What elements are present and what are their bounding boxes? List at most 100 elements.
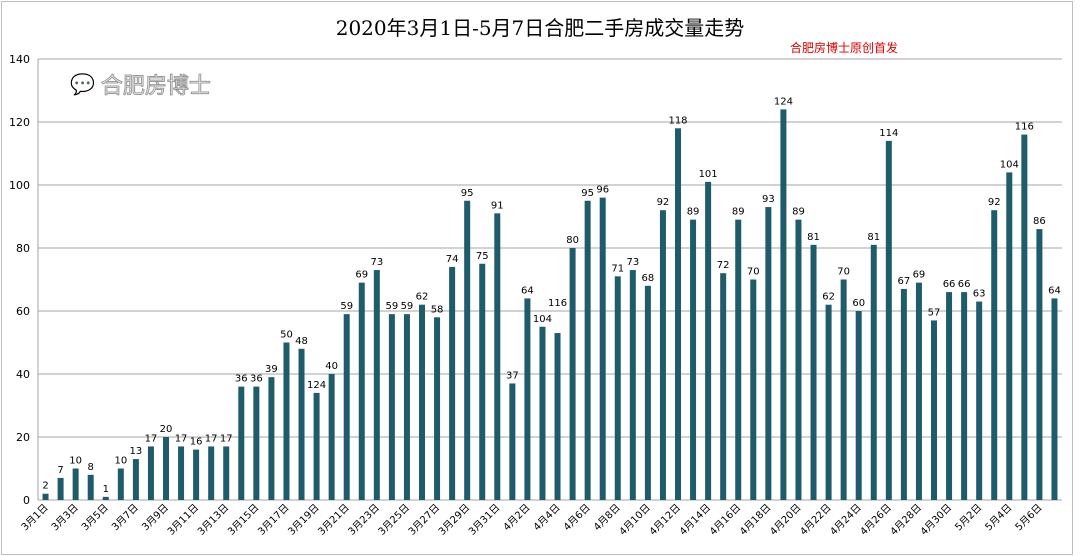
data-label: 64 [521, 285, 534, 296]
data-label: 92 [988, 197, 1001, 208]
data-label: 2 [42, 481, 48, 492]
chart-title: 2020年3月1日-5月7日合肥二手房成交量走势 [335, 16, 745, 40]
bar [524, 298, 531, 500]
bar [539, 326, 546, 500]
data-label: 62 [822, 292, 835, 303]
bar [584, 200, 591, 500]
data-label: 57 [928, 307, 941, 318]
x-tick-label: 4月16日 [707, 502, 743, 538]
bar [690, 219, 697, 500]
bar [675, 128, 681, 501]
x-tick-label: 4月18日 [737, 502, 773, 538]
bar [132, 459, 139, 500]
bar [117, 468, 124, 500]
y-tick-label: 40 [16, 368, 30, 381]
data-label: 50 [280, 330, 293, 341]
data-label: 72 [717, 260, 730, 271]
data-label: 17 [175, 433, 188, 444]
x-tick-label: 3月11日 [165, 502, 201, 538]
data-label: 20 [160, 424, 173, 435]
y-tick-label: 140 [9, 53, 30, 66]
bar [388, 314, 395, 500]
bar [991, 210, 998, 500]
watermark-text: 合肥房博士 [100, 74, 211, 100]
data-label: 10 [114, 456, 127, 467]
data-label: 104 [1000, 159, 1019, 170]
data-label: 39 [265, 364, 278, 375]
bar [961, 292, 968, 500]
bar [358, 282, 365, 500]
bar [449, 266, 456, 500]
bar [87, 474, 94, 500]
data-label: 59 [340, 301, 353, 312]
bar [178, 446, 185, 500]
bar [900, 288, 907, 500]
x-tick-label: 3月5日 [79, 502, 111, 534]
x-tick-label: 3月27日 [406, 502, 442, 538]
x-tick-label: 4月30日 [918, 502, 954, 538]
bar [298, 348, 305, 500]
bar [208, 446, 215, 500]
data-label: 124 [774, 96, 793, 107]
data-label: 81 [807, 232, 820, 243]
bar [599, 197, 606, 500]
data-label: 95 [461, 188, 474, 199]
y-tick-label: 60 [16, 305, 30, 318]
bar [765, 207, 772, 501]
data-label: 62 [416, 292, 429, 303]
bar [780, 109, 787, 501]
bar [102, 496, 109, 500]
data-label: 64 [1048, 285, 1061, 296]
data-label: 7 [57, 465, 63, 476]
bar [569, 248, 576, 500]
bar [163, 437, 169, 500]
bar [223, 446, 230, 500]
data-label: 1 [103, 484, 109, 495]
data-label: 66 [958, 279, 971, 290]
bar [644, 285, 651, 500]
data-label: 114 [879, 128, 898, 139]
data-label: 75 [476, 251, 489, 262]
data-label: 73 [370, 257, 383, 268]
data-label: 48 [295, 336, 308, 347]
data-label: 63 [973, 289, 986, 300]
bar [1021, 134, 1028, 500]
x-tick-label: 4月2日 [501, 502, 533, 534]
y-tick-label: 0 [23, 494, 30, 507]
bar [750, 279, 757, 500]
bar [238, 386, 245, 500]
x-tick-label: 3月29日 [436, 502, 472, 538]
x-tick-label: 4月28日 [888, 502, 924, 538]
x-tick-label: 3月7日 [109, 502, 141, 534]
data-label: 96 [596, 185, 609, 196]
data-label: 13 [130, 446, 143, 457]
bar [72, 468, 79, 500]
bar [659, 210, 666, 500]
watermark: 💬 合肥房博士 [70, 68, 212, 100]
x-tick-label: 4月14日 [677, 502, 713, 538]
x-tick-label: 3月31日 [466, 502, 502, 538]
data-label: 10 [69, 456, 82, 467]
x-tick-label: 3月15日 [225, 502, 261, 538]
data-label: 93 [762, 194, 775, 205]
x-tick-label: 4月12日 [647, 502, 683, 538]
x-tick-label: 3月3日 [49, 502, 81, 534]
y-tick-label: 20 [16, 431, 30, 444]
bar [976, 301, 983, 500]
data-label: 81 [867, 232, 880, 243]
bar [419, 304, 425, 500]
x-tick-label: 3月21日 [316, 502, 352, 538]
bar [193, 449, 200, 500]
bar [494, 213, 501, 500]
data-label: 80 [566, 235, 579, 246]
bar [42, 493, 49, 500]
bar [810, 244, 817, 500]
x-tick-label: 5月2日 [953, 502, 985, 534]
bar [1051, 298, 1058, 500]
data-label: 17 [205, 433, 218, 444]
bar [554, 333, 561, 500]
data-label: 17 [145, 433, 158, 444]
bar [479, 263, 486, 500]
data-label: 60 [852, 298, 865, 309]
